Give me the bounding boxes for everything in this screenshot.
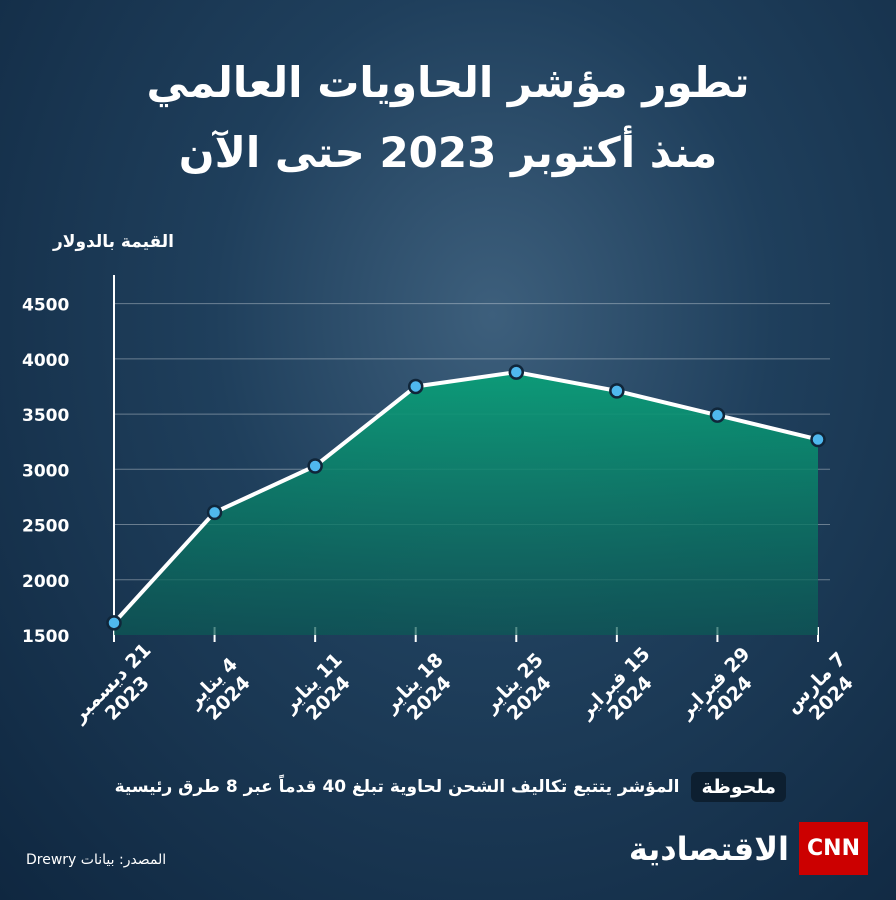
- y-tick-label: 3500: [22, 406, 69, 426]
- line: [112, 370, 819, 625]
- note: ملحوظة المؤشر يتتبع تكاليف الشحن لحاوية …: [115, 772, 786, 802]
- brand: الاقتصادية: [628, 829, 790, 868]
- y-tick-label: 1500: [22, 627, 69, 647]
- point: [609, 383, 625, 399]
- y-tick-label: 2000: [22, 572, 69, 592]
- cnn-logo: CNN: [799, 822, 868, 875]
- subtitle: منذ أكتوبر 2023 حتى الآن: [178, 128, 718, 177]
- y-tick-label: 4000: [22, 351, 69, 371]
- y-tick-label: 3000: [22, 461, 69, 481]
- point: [407, 378, 424, 395]
- note-label: ملحوظة: [691, 772, 786, 802]
- point: [106, 615, 122, 631]
- point: [709, 407, 726, 423]
- source: المصدر: بيانات Drewry: [26, 852, 167, 868]
- title: تطور مؤشر الحاويات العالمي: [146, 58, 750, 107]
- point: [810, 431, 826, 448]
- logo: الاقتصادية CNN: [629, 822, 868, 875]
- point: [307, 458, 323, 474]
- note-text: المؤشر يتتبع تكاليف الشحن لحاوية تبلغ 40…: [114, 777, 680, 797]
- area: [114, 372, 818, 635]
- y-tick-label: 2500: [22, 517, 69, 537]
- y-axis-label: القيمة بالدولار: [53, 232, 174, 252]
- point: [206, 504, 223, 521]
- point: [508, 364, 525, 380]
- y-tick-label: 4500: [22, 296, 69, 316]
